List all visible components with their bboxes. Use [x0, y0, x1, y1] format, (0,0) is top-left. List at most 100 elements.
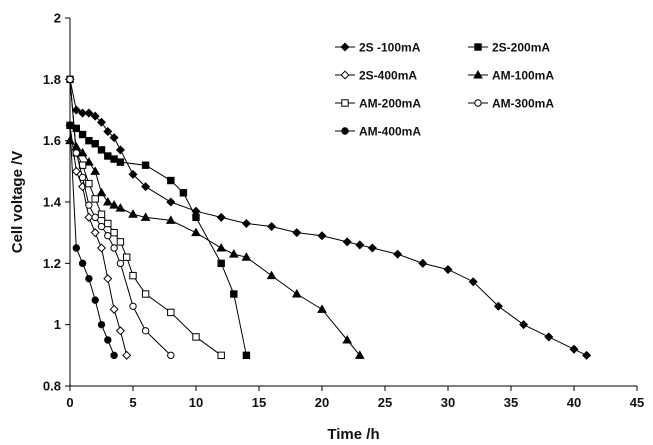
legend-entry: AM-200mA [335, 97, 421, 111]
legend-entry: 2S-400mA [335, 69, 417, 83]
ticks: 0.811.21.41.61.820 5 10 15 20 25 30 35 40 45 [43, 11, 644, 411]
data-point [141, 290, 150, 298]
x-tick-label: 5 [129, 395, 136, 410]
legend-label: 2S-200mA [492, 41, 550, 55]
data-point [342, 334, 353, 344]
data-point [91, 213, 99, 222]
data-point [84, 212, 94, 222]
data-point [72, 244, 81, 252]
data-point [291, 288, 302, 298]
x-tick-label: 0 [66, 395, 73, 410]
data-point [192, 333, 200, 341]
data-point [140, 212, 151, 221]
data-point [128, 169, 138, 179]
data-point [317, 304, 327, 313]
data-point [217, 351, 225, 360]
x-tick-label: 20 [315, 395, 329, 410]
data-point [85, 179, 93, 188]
data-point [72, 124, 80, 133]
data-point [354, 350, 365, 359]
data-point [116, 238, 125, 246]
data-point [116, 259, 125, 268]
series-line [69, 125, 115, 356]
data-point [167, 176, 175, 185]
legend: 2S -100mA 2S-200mA 2S-400mA AM-100mA AM-200m… [335, 41, 554, 139]
data-point [266, 270, 277, 280]
data-point [129, 271, 137, 280]
data-point [393, 249, 403, 259]
y-tick-label: 2 [54, 11, 61, 26]
legend-entry: AM-300mA [468, 97, 554, 111]
data-point [96, 243, 107, 253]
data-point [66, 121, 74, 130]
data-point [85, 201, 93, 209]
data-point [367, 243, 377, 253]
data-point [292, 228, 302, 238]
series-0 [65, 74, 592, 360]
data-point [91, 195, 99, 203]
x-tick-label: 45 [630, 395, 644, 410]
data-point [71, 105, 81, 115]
data-point [115, 145, 125, 155]
data-point [110, 228, 118, 237]
data-point [129, 302, 137, 310]
y-tick-label: 1.4 [43, 195, 62, 210]
legend-entry: AM-400mA [335, 125, 421, 139]
data-point [85, 274, 93, 283]
legend-label: AM-400mA [359, 125, 421, 139]
legend-marker [340, 42, 350, 52]
series-line [69, 79, 172, 356]
x-tick-label: 30 [441, 395, 455, 410]
data-point [104, 152, 112, 160]
legend-label: AM-200mA [359, 97, 421, 111]
data-point [110, 155, 118, 163]
data-point [78, 130, 87, 139]
legend-marker [474, 99, 482, 107]
data-point [165, 215, 176, 224]
data-point [116, 158, 125, 166]
data-point [167, 351, 175, 360]
x-axis-title: Time /h [327, 426, 379, 443]
data-point [78, 108, 88, 118]
data-point [342, 237, 352, 247]
data-point [109, 133, 119, 143]
data-point [115, 203, 126, 212]
data-point [78, 259, 87, 268]
legend-marker [473, 69, 483, 79]
data-point [493, 301, 503, 311]
data-point [91, 140, 99, 148]
legend-entry: 2S-200mA [468, 41, 550, 55]
legend-label: AM-100mA [492, 69, 554, 83]
data-point [192, 213, 200, 222]
data-point [317, 231, 327, 241]
data-point [167, 308, 175, 317]
data-point [109, 200, 119, 209]
y-tick-label: 1.2 [43, 256, 61, 271]
series-3 [65, 135, 365, 359]
data-point [78, 182, 88, 192]
data-point [242, 351, 251, 360]
data-point [103, 126, 113, 136]
data-point [104, 336, 112, 344]
legend-marker [341, 127, 349, 135]
data-point [102, 196, 113, 206]
data-point [78, 173, 87, 182]
data-point [468, 277, 478, 287]
data-point [84, 157, 94, 166]
series-6 [66, 121, 118, 360]
data-point [66, 75, 74, 84]
data-point [84, 108, 94, 118]
data-point [90, 228, 100, 238]
data-point [104, 219, 112, 228]
data-point [569, 344, 579, 354]
data-point [72, 149, 81, 157]
data-point [230, 290, 238, 298]
y-tick-label: 1 [54, 317, 61, 332]
data-point [443, 264, 453, 274]
series-5 [66, 75, 175, 360]
x-tick-label: 35 [504, 395, 518, 410]
data-point [241, 218, 251, 228]
data-point [241, 252, 252, 261]
data-point [97, 210, 106, 218]
data-point [110, 244, 118, 252]
